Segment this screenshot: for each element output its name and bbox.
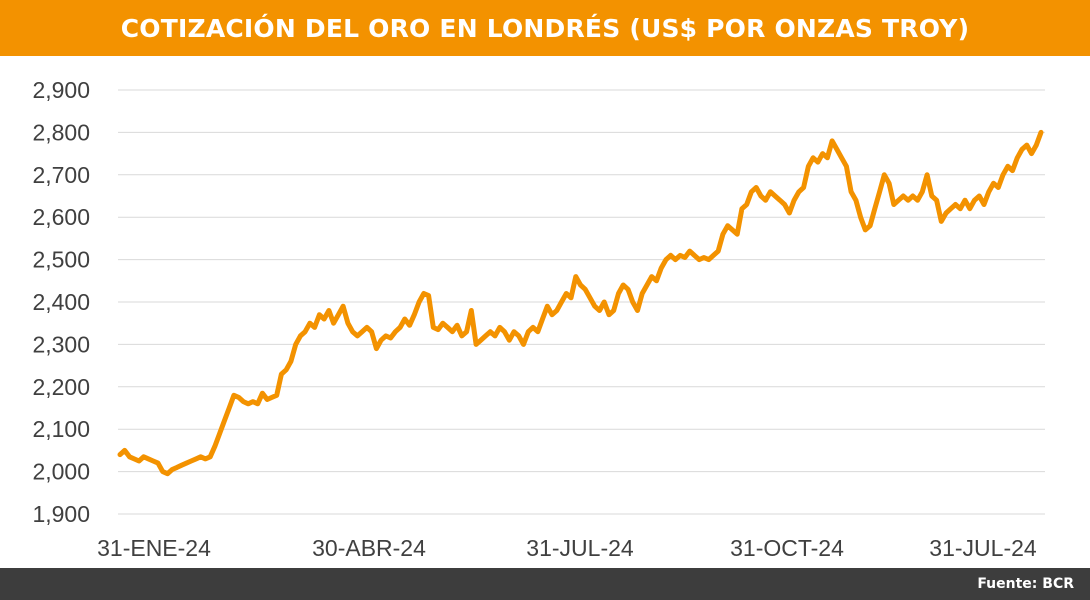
y-tick-label: 2,700 <box>32 162 90 188</box>
x-tick-label: 31-OCT-24 <box>730 535 844 561</box>
gold-price-line <box>117 129 1044 477</box>
x-tick-label: 31-ENE-24 <box>97 535 211 561</box>
y-tick-label: 2,100 <box>32 416 90 442</box>
y-tick-label: 2,500 <box>32 247 90 273</box>
gold-price-chart: 1,900 2,000 2,100 2,200 2,300 2,400 2,500 2,600… <box>32 77 1045 561</box>
chart-area: 1,900 2,000 2,100 2,200 2,300 2,400 2,500 2,600… <box>0 56 1090 568</box>
title-bar: COTIZACIÓN DEL ORO EN LONDRÉS (US$ POR O… <box>0 0 1090 56</box>
y-tick-label: 1,900 <box>32 501 90 527</box>
x-tick-label: 31-JUL-24 <box>929 535 1037 561</box>
source-note: Fuente: BCR <box>977 576 1074 592</box>
y-tick-label: 2,800 <box>32 119 90 145</box>
footer-bar: Fuente: BCR <box>0 568 1090 600</box>
x-tick-label: 30-ABR-24 <box>312 535 426 561</box>
y-tick-label: 2,900 <box>32 77 90 103</box>
y-tick-label: 2,400 <box>32 289 90 315</box>
x-tick-label: 31-JUL-24 <box>526 535 634 561</box>
y-tick-label: 2,200 <box>32 374 90 400</box>
y-tick-label: 2,300 <box>32 331 90 357</box>
y-tick-label: 2,600 <box>32 204 90 230</box>
chart-title: COTIZACIÓN DEL ORO EN LONDRÉS (US$ POR O… <box>120 13 970 43</box>
y-tick-label: 2,000 <box>32 459 90 485</box>
